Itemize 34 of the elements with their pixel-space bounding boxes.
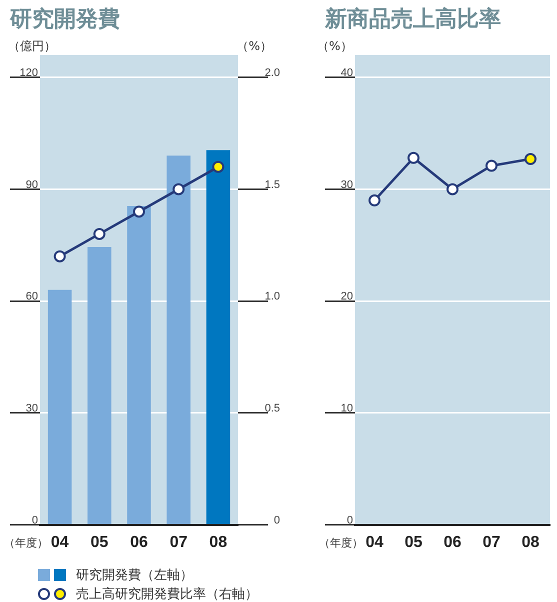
x-tick-label: 05	[404, 534, 422, 551]
x-axis-title: （年度）	[4, 536, 48, 550]
x-tick-label: 04	[366, 534, 384, 551]
y-axis-title: （%）	[317, 38, 352, 55]
y2-tick-label: 1.0	[264, 290, 280, 303]
y-tick-label: 60	[26, 290, 38, 303]
y-tick-label: 40	[340, 66, 353, 79]
y-tick-label: 30	[26, 402, 38, 414]
y-tick-label: 90	[26, 178, 38, 191]
y2-tick-label: 0	[274, 514, 280, 526]
y2-tick-label: 0.5	[264, 402, 280, 414]
x-tick-label: 06	[444, 534, 462, 551]
x-axis-title: （年度）	[319, 536, 363, 550]
chart-title: 研究開発費	[10, 6, 120, 34]
y-tick-label: 10	[340, 402, 353, 414]
y2-tick-label: 2.0	[264, 66, 280, 79]
x-tick-label: 04	[50, 534, 69, 551]
x-tick-label: 05	[90, 534, 108, 551]
legend-label: 売上高研究開発費比率（右軸）	[76, 586, 258, 602]
x-tick-label: 07	[170, 534, 188, 551]
y2-tick-label: 1.5	[264, 178, 280, 191]
y2-axis-title: （%）	[236, 38, 272, 55]
y-tick-label: 20	[340, 290, 353, 303]
y-tick-label: 0	[346, 514, 353, 526]
y-axis-title: （億円）	[8, 38, 56, 55]
y-tick-label: 120	[20, 66, 38, 79]
x-tick-label: 08	[209, 534, 228, 551]
legend-label: 研究開発費（左軸）	[76, 567, 193, 584]
x-tick-label: 06	[130, 534, 148, 551]
x-tick-label: 08	[522, 534, 540, 551]
x-tick-label: 07	[482, 534, 500, 551]
chart-title: 新商品売上高比率	[325, 6, 501, 34]
y-tick-label: 30	[340, 178, 353, 191]
y-tick-label: 0	[32, 514, 38, 526]
